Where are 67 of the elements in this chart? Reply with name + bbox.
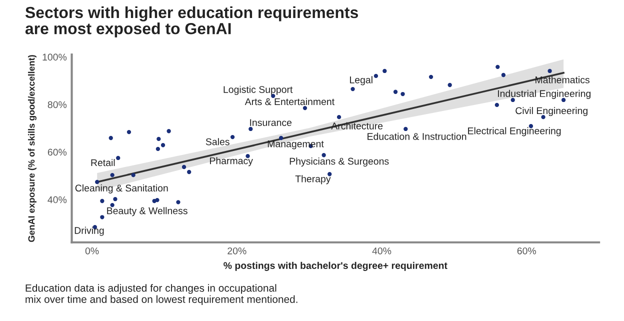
annotation: Physicians & Surgeons — [290, 158, 389, 167]
point — [182, 164, 186, 170]
annotation: Logistic Support — [224, 86, 293, 95]
point — [108, 136, 113, 140]
x-tick-label: 0% — [85, 247, 99, 254]
point — [160, 143, 166, 148]
point — [166, 129, 171, 134]
point — [400, 92, 405, 96]
x-tick-label: 40% — [372, 247, 392, 254]
y-tick-label: 40% — [48, 196, 67, 204]
annotation: Driving — [74, 226, 104, 236]
y-tick-label: 100% — [42, 54, 67, 61]
point — [116, 156, 120, 160]
point — [100, 215, 104, 220]
point — [302, 106, 308, 110]
point — [322, 153, 326, 158]
y-tick-label: 60% — [48, 148, 67, 156]
point — [393, 90, 398, 94]
x-tick-label: 20% — [228, 247, 246, 254]
annotation: Insurance — [250, 119, 292, 126]
point — [336, 115, 342, 120]
point — [448, 82, 452, 88]
point — [155, 198, 160, 202]
point — [248, 126, 253, 132]
point — [95, 180, 100, 184]
annotation: Industrial Engineering — [498, 90, 591, 99]
point — [404, 126, 408, 132]
annotation: Therapy — [295, 175, 331, 184]
point — [510, 98, 515, 102]
point — [494, 102, 499, 108]
point — [350, 86, 355, 92]
point — [382, 68, 387, 74]
point — [548, 68, 552, 74]
point — [496, 64, 500, 70]
point — [374, 74, 378, 78]
annotation: Mathematics — [536, 76, 590, 84]
point — [131, 173, 136, 178]
point — [156, 136, 161, 142]
point — [110, 173, 114, 178]
annotation: Sales — [206, 138, 230, 146]
point — [110, 202, 114, 208]
point — [501, 72, 506, 78]
annotation: Retail — [91, 158, 115, 166]
point — [176, 200, 180, 204]
annotation: Education & Instruction — [368, 132, 466, 140]
point — [428, 74, 434, 79]
point — [278, 136, 284, 140]
annotation: Pharmacy — [210, 157, 253, 166]
text: Education data is adjusted for changes in occupational mix over time and based on lowest requirement mentioned. — [26, 284, 298, 306]
x-tick-label: 60% — [517, 247, 536, 254]
point — [230, 134, 235, 140]
annotation: Civil Engineering — [516, 107, 588, 116]
point — [156, 146, 160, 152]
point — [100, 198, 104, 204]
point — [187, 170, 192, 174]
x-axis-title: % postings with bachelor's degree+ requirement — [224, 262, 448, 271]
point — [126, 130, 132, 134]
annotation: Beauty & Wellness — [107, 207, 188, 216]
annotation: Cleaning & Sanitation — [75, 184, 168, 194]
y-tick-label: 80% — [48, 101, 67, 108]
annotation: Electrical Engineering — [468, 127, 561, 136]
y-axis-title: GenAI exposure (% of skills good/excellent) — [28, 55, 36, 242]
point — [113, 197, 118, 202]
annotation: Management — [268, 140, 324, 150]
annotation: Legal — [350, 76, 372, 86]
chart-title: Sectors with higher education requirements are most exposed to GenAI — [25, 6, 358, 38]
annotation: Arts & Entertainment — [244, 98, 334, 106]
